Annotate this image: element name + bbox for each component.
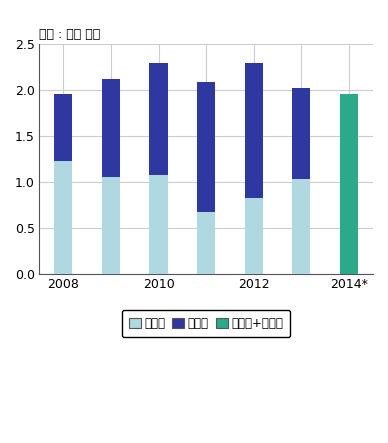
Bar <box>149 63 168 175</box>
Legend: 캐나다, 멕시코, 캐나다+멕시코: 캐나다, 멕시코, 캐나다+멕시코 <box>122 310 290 337</box>
Bar <box>54 161 73 274</box>
Bar <box>102 79 120 177</box>
Bar <box>149 175 168 274</box>
Bar <box>197 82 215 212</box>
Bar <box>292 88 310 179</box>
Bar <box>54 94 73 161</box>
Bar <box>292 179 310 274</box>
Bar <box>102 177 120 274</box>
Bar <box>244 198 263 274</box>
Bar <box>340 94 358 274</box>
Bar <box>244 63 263 198</box>
Bar <box>197 212 215 274</box>
Text: 단위 : 백만 마리: 단위 : 백만 마리 <box>39 28 100 41</box>
